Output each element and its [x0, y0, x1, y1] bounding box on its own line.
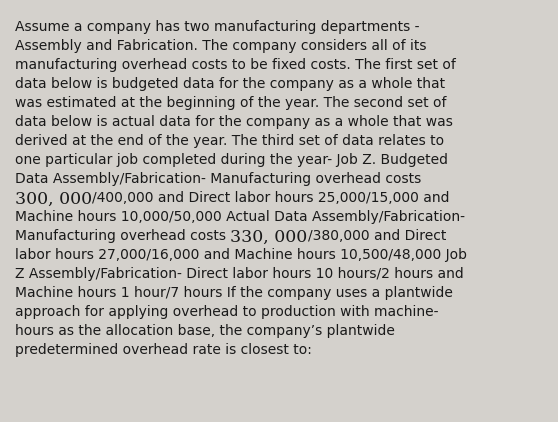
Text: Manufacturing overhead costs: Manufacturing overhead costs	[15, 229, 230, 243]
Text: Assume a company has two manufacturing departments -: Assume a company has two manufacturing d…	[15, 20, 420, 34]
Text: derived at the end of the year. The third set of data relates to: derived at the end of the year. The thir…	[15, 134, 444, 148]
Text: data below is budgeted data for the company as a whole that: data below is budgeted data for the comp…	[15, 77, 445, 91]
Text: labor hours 27,000/16,000 and Machine hours 10,500/48,000 Job: labor hours 27,000/16,000 and Machine ho…	[15, 248, 467, 262]
Text: /380,000 and Direct: /380,000 and Direct	[307, 229, 446, 243]
Text: 330, 000: 330, 000	[230, 229, 307, 246]
Text: predetermined overhead rate is closest to:: predetermined overhead rate is closest t…	[15, 343, 312, 357]
Text: Machine hours 1 hour/7 hours If the company uses a plantwide: Machine hours 1 hour/7 hours If the comp…	[15, 286, 453, 300]
Text: approach for applying overhead to production with machine-: approach for applying overhead to produc…	[15, 305, 439, 319]
Text: 300, 000: 300, 000	[15, 191, 92, 208]
Text: Z Assembly/Fabrication- Direct labor hours 10 hours/2 hours and: Z Assembly/Fabrication- Direct labor hou…	[15, 267, 464, 281]
Text: Machine hours 10,000/50,000 Actual Data Assembly/Fabrication-: Machine hours 10,000/50,000 Actual Data …	[15, 210, 465, 224]
Text: Data Assembly/Fabrication- Manufacturing overhead costs: Data Assembly/Fabrication- Manufacturing…	[15, 172, 421, 186]
Text: Assembly and Fabrication. The company considers all of its: Assembly and Fabrication. The company co…	[15, 39, 426, 53]
Text: hours as the allocation base, the company’s plantwide: hours as the allocation base, the compan…	[15, 324, 395, 338]
Text: was estimated at the beginning of the year. The second set of: was estimated at the beginning of the ye…	[15, 96, 446, 110]
Text: data below is actual data for the company as a whole that was: data below is actual data for the compan…	[15, 115, 453, 129]
Text: /400,000 and Direct labor hours 25,000/15,000 and: /400,000 and Direct labor hours 25,000/1…	[92, 191, 450, 205]
Text: one particular job completed during the year- Job Z. Budgeted: one particular job completed during the …	[15, 153, 448, 167]
Text: manufacturing overhead costs to be fixed costs. The first set of: manufacturing overhead costs to be fixed…	[15, 58, 456, 72]
